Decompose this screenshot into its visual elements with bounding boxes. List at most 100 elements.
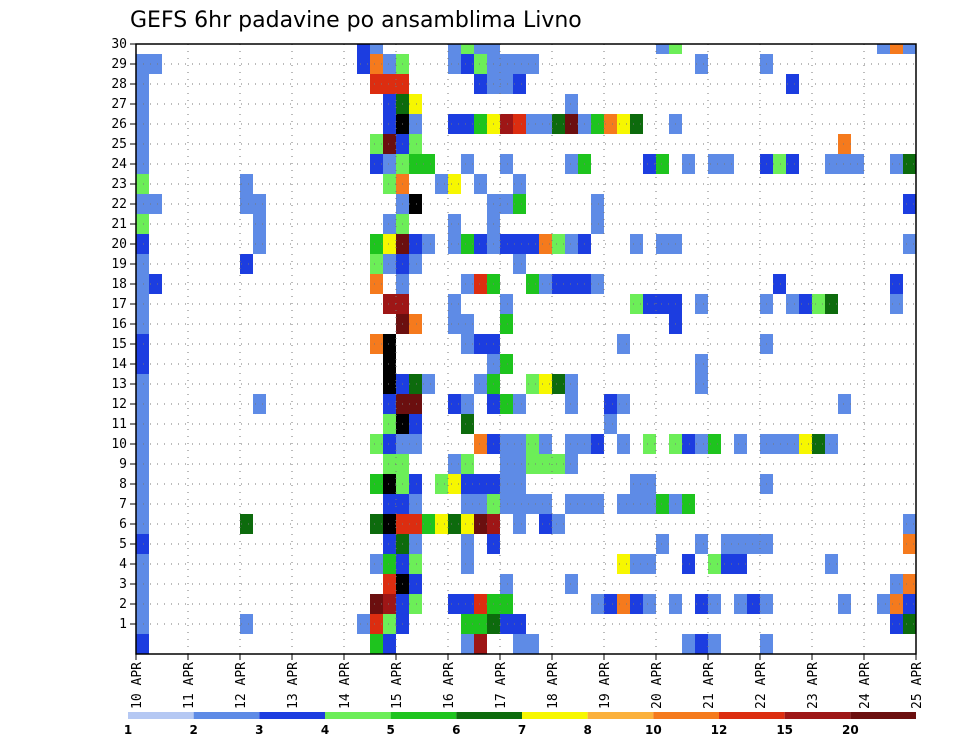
heatmap-cell: [149, 274, 162, 294]
heatmap-cell: [136, 354, 149, 374]
heatmap-cell: [136, 114, 149, 134]
colorbar-segment: [587, 712, 654, 719]
heatmap-cell: [903, 574, 916, 594]
heatmap-cell: [565, 394, 578, 414]
y-tick-label: 6: [119, 517, 127, 532]
heatmap-cell: [474, 474, 487, 494]
heatmap-cell: [136, 234, 149, 254]
heatmap-cell: [526, 234, 539, 254]
heatmap-cell: [136, 194, 149, 214]
heatmap-cell: [591, 214, 604, 234]
colorbar-label: 1: [124, 723, 132, 737]
heatmap-cell: [136, 134, 149, 154]
heatmap-cell: [552, 114, 565, 134]
colorbar-label: 12: [711, 723, 728, 737]
heatmap-cell: [708, 594, 721, 614]
heatmap-cell: [500, 434, 513, 454]
heatmap-cell: [682, 554, 695, 574]
heatmap-cell: [409, 594, 422, 614]
heatmap-cell: [565, 494, 578, 514]
heatmap-cell: [136, 294, 149, 314]
heatmap-cell: [448, 214, 461, 234]
heatmap-cell: [357, 54, 370, 74]
heatmap-cell: [383, 154, 396, 174]
heatmap-cell: [409, 414, 422, 434]
heatmap-cell: [695, 354, 708, 374]
heatmap-cell: [526, 494, 539, 514]
heatmap-cell: [526, 54, 539, 74]
y-tick-label: 20: [111, 237, 127, 252]
heatmap-cell: [461, 54, 474, 74]
heatmap-cell: [461, 554, 474, 574]
heatmap-cell: [786, 154, 799, 174]
heatmap-cell: [682, 154, 695, 174]
heatmap-cell: [383, 534, 396, 554]
heatmap-cell: [591, 274, 604, 294]
heatmap-cell: [591, 434, 604, 454]
heatmap-cell: [370, 154, 383, 174]
heatmap-cell: [383, 434, 396, 454]
heatmap-cell: [383, 54, 396, 74]
heatmap-cell: [669, 44, 682, 54]
heatmap-cell: [630, 294, 643, 314]
grid-lines: [136, 44, 916, 654]
heatmap-cell: [370, 254, 383, 274]
heatmap-cell: [617, 494, 630, 514]
colorbar-label: 6: [452, 723, 460, 737]
colorbar-label: 15: [776, 723, 793, 737]
y-tick-label: 10: [111, 437, 127, 452]
heatmap-cell: [370, 614, 383, 634]
heatmap-cell: [474, 114, 487, 134]
colorbar-segment: [325, 712, 391, 719]
heatmap-cell: [786, 434, 799, 454]
x-tick-label: 23 APR: [806, 662, 821, 709]
heatmap-cell: [474, 334, 487, 354]
heatmap-cell: [448, 174, 461, 194]
heatmap-cell: [409, 134, 422, 154]
y-tick-label: 17: [111, 297, 127, 312]
heatmap-cell: [500, 614, 513, 634]
heatmap-cell: [591, 194, 604, 214]
heatmap-cell: [539, 514, 552, 534]
heatmap-cell: [526, 274, 539, 294]
heatmap-cell: [513, 74, 526, 94]
y-tick-label: 19: [111, 257, 127, 272]
heatmap-cell: [656, 154, 669, 174]
heatmap-cell: [903, 234, 916, 254]
heatmap-cell: [383, 614, 396, 634]
heatmap-cell: [513, 114, 526, 134]
heatmap-cell: [448, 454, 461, 474]
y-tick-label: 2: [119, 597, 127, 612]
heatmap-cell: [500, 494, 513, 514]
heatmap-cell: [552, 274, 565, 294]
heatmap-cell: [448, 474, 461, 494]
heatmap-cell: [474, 614, 487, 634]
heatmap-cell: [370, 274, 383, 294]
heatmap-cell: [500, 594, 513, 614]
y-tick-label: 7: [119, 497, 127, 512]
heatmap-cell: [253, 214, 266, 234]
heatmap-cell: [253, 394, 266, 414]
heatmap-cell: [513, 454, 526, 474]
heatmap-cell: [526, 454, 539, 474]
heatmap-cell: [409, 194, 422, 214]
heatmap-cell: [409, 314, 422, 334]
colorbar-segment: [456, 712, 522, 719]
heatmap-cell: [747, 594, 760, 614]
heatmap-cell: [838, 134, 851, 154]
y-tick-label: 9: [119, 457, 127, 472]
heatmap-cell: [409, 494, 422, 514]
heatmap-cell: [357, 44, 370, 54]
heatmap-cell: [552, 454, 565, 474]
heatmap-cell: [617, 434, 630, 454]
colorbar-label: 10: [645, 723, 662, 737]
heatmap-cell: [370, 554, 383, 574]
heatmap-cell: [487, 44, 500, 54]
heatmap-cell: [903, 44, 916, 54]
colorbar-label: 3: [255, 723, 263, 737]
heatmap-cell: [383, 254, 396, 274]
colorbar-label: 20: [842, 723, 859, 737]
heatmap-cell: [370, 234, 383, 254]
heatmap-cell: [643, 494, 656, 514]
